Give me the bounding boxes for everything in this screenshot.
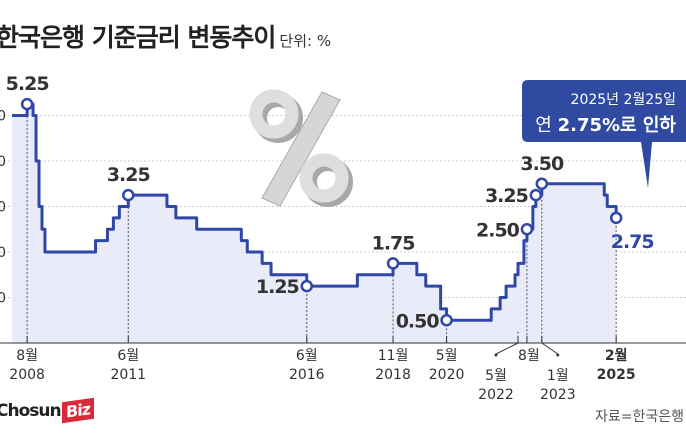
data-label: 2.50 — [476, 219, 520, 241]
data-point-marker — [520, 223, 534, 236]
y-tick-label: 5.00 — [0, 109, 6, 125]
x-tick-month: 2월 — [605, 347, 628, 364]
y-tick-label: 2.00 — [0, 245, 6, 261]
callout-message: 연 2.75%로 인하 — [535, 115, 676, 136]
data-label: 1.75 — [372, 232, 415, 254]
x-tick-month: 5월 — [436, 348, 458, 364]
data-point-marker — [20, 97, 34, 111]
x-tick-month: 6월 — [296, 348, 318, 364]
x-tick-month: 11월 — [378, 348, 409, 364]
data-label: 3.25 — [485, 185, 528, 207]
leader-line — [541, 342, 559, 355]
chosunbiz-logo: Chosun Biz — [0, 397, 94, 424]
data-point-marker — [609, 211, 623, 225]
leader-dot — [556, 353, 560, 357]
y-tick-label: 4.00 — [0, 154, 6, 170]
data-point-marker — [535, 177, 549, 190]
x-tick-month: 1월 — [547, 368, 569, 384]
data-label: 0.50 — [396, 310, 440, 332]
percent-decoration-icon — [261, 91, 341, 207]
x-tick-year: 2008 — [9, 367, 45, 383]
leader-dot — [494, 353, 498, 357]
source-label: 자료=한국은행 — [594, 409, 684, 425]
rate-area — [12, 104, 617, 343]
x-tick-month: 8월 — [16, 348, 38, 364]
data-point-marker — [300, 279, 314, 293]
percent-ring — [249, 89, 299, 139]
x-tick-year: 2020 — [429, 367, 465, 383]
x-tick-month: 8월 — [518, 348, 540, 364]
y-tick-label: 1.00 — [0, 291, 6, 307]
data-point-marker — [529, 188, 543, 202]
x-tick-year: 2011 — [110, 367, 146, 383]
leader-line — [495, 342, 519, 355]
data-label: 5.25 — [6, 73, 49, 95]
data-label: 2.75 — [611, 231, 654, 253]
x-tick-month: 5월 — [485, 368, 507, 384]
callout-box — [522, 80, 686, 188]
y-tick-label: 3.00 — [0, 200, 6, 216]
chart-title: 한국은행 기준금리 변동추이 단위: % — [0, 18, 331, 54]
callout-date: 2025년 2월25일 — [571, 92, 676, 108]
data-point-marker — [386, 257, 400, 270]
data-point-marker — [440, 314, 453, 327]
percent-ring — [299, 153, 349, 203]
data-label: 3.50 — [520, 153, 564, 175]
x-tick-month: 6월 — [117, 348, 139, 364]
unit-label: 단위: % — [279, 32, 332, 50]
x-tick-year: 2016 — [289, 367, 325, 383]
x-tick-year: 2022 — [478, 387, 514, 403]
x-tick-year: 2025 — [597, 367, 636, 383]
x-tick-year: 2018 — [375, 367, 411, 383]
data-label: 1.25 — [256, 276, 299, 298]
x-tick-year: 2023 — [540, 387, 576, 403]
data-label: 3.25 — [107, 164, 150, 186]
title-text: 한국은행 기준금리 변동추이 — [0, 23, 276, 52]
data-point-marker — [122, 188, 135, 202]
